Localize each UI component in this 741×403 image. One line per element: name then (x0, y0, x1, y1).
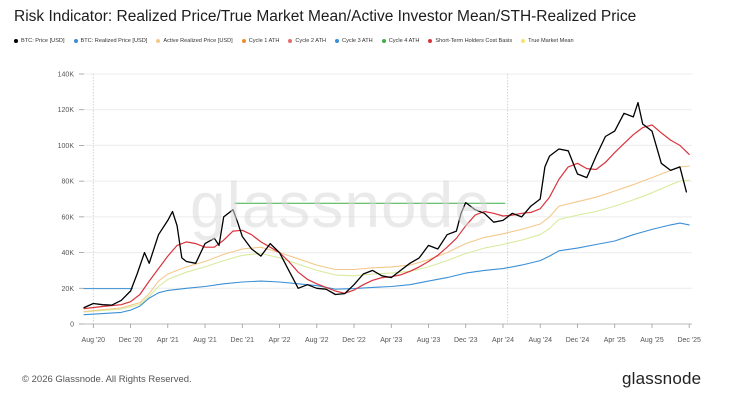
y-tick-label: 60K (62, 214, 75, 221)
x-tick-label: Aug '22 (305, 337, 329, 344)
x-tick-label: Aug '25 (640, 337, 664, 344)
x-tick-label: Apr '24 (492, 337, 514, 344)
x-tick-label: Aug '21 (193, 337, 217, 344)
legend-dot-icon (241, 39, 246, 43)
x-tick-label: Apr '25 (604, 337, 626, 344)
legend-label: Active Realized Price [USD] (163, 38, 233, 44)
legend-dot-icon (73, 39, 78, 43)
x-tick-label: Dec '22 (342, 337, 366, 344)
x-tick-label: Dec '20 (119, 337, 143, 344)
series-line-active-realized-price-usd (83, 165, 690, 313)
legend-label: Cycle 2 ATH (295, 38, 327, 44)
legend-dot-icon (521, 39, 526, 43)
x-tick-label: Apr '23 (380, 337, 402, 344)
legend-dot-icon (14, 39, 18, 43)
x-tick-label: Apr '21 (157, 337, 179, 344)
y-tick-label: 0 (70, 322, 74, 329)
x-tick-label: Aug '23 (417, 337, 441, 344)
legend-label: Short-Term Holders Cost Basis (435, 38, 513, 44)
legend-item[interactable]: Cycle 3 ATH (335, 38, 373, 44)
series-line-btc-price-usd (83, 101, 688, 309)
y-tick-label: 80K (62, 179, 75, 186)
legend-item[interactable]: True Market Mean (521, 38, 574, 44)
legend-item[interactable]: Cycle 2 ATH (288, 38, 326, 44)
x-tick-label: Apr '22 (269, 337, 291, 344)
y-tick-label: 20K (62, 286, 75, 293)
copyright-footer: © 2026 Glassnode. All Rights Reserved. (22, 374, 192, 385)
y-tick-label: 100K (58, 143, 75, 150)
y-tick-label: 140K (58, 72, 75, 79)
legend-item[interactable]: Cycle 4 ATH (381, 38, 420, 44)
x-tick-label: Dec '21 (231, 337, 255, 344)
legend-label: Cycle 1 ATH (248, 38, 280, 44)
legend-dot-icon (156, 39, 161, 43)
series-line-true-market-mean (83, 179, 690, 313)
x-tick-label: Dec '23 (454, 337, 478, 344)
legend-item[interactable]: BTC: Price [USD] (14, 38, 65, 44)
legend-item[interactable]: Cycle 1 ATH (241, 38, 280, 44)
chart-title: Risk Indicator: Realized Price/True Mark… (14, 8, 637, 25)
legend-dot-icon (335, 39, 340, 43)
x-tick-label: Dec '24 (566, 337, 590, 344)
x-tick-label: Aug '20 (82, 337, 106, 344)
x-tick-label: Dec '25 (677, 337, 701, 344)
y-tick-label: 40K (62, 250, 75, 257)
x-tick-label: Aug '24 (528, 337, 552, 344)
y-tick-label: 120K (58, 107, 75, 114)
glassnode-logo: glassnode (622, 369, 702, 388)
legend-item[interactable]: Active Realized Price [USD] (156, 38, 233, 44)
legend-label: Cycle 4 ATH (388, 38, 420, 44)
legend-label: True Market Mean (528, 38, 574, 44)
legend-label: BTC: Price [USD] (21, 38, 65, 44)
series-line-btc-realized-price-usd (83, 222, 690, 316)
legend: BTC: Price [USD] BTC: Realized Price [USD… (14, 38, 583, 44)
legend-dot-icon (288, 39, 293, 43)
legend-item[interactable]: BTC: Realized Price [USD] (73, 38, 148, 44)
legend-label: BTC: Realized Price [USD] (80, 38, 148, 44)
legend-item[interactable]: Short-Term Holders Cost Basis (428, 38, 512, 44)
legend-dot-icon (381, 39, 386, 43)
series-line-short-term-holders-cost-basis (83, 124, 690, 310)
legend-dot-icon (428, 39, 433, 43)
legend-label: Cycle 3 ATH (342, 38, 373, 44)
